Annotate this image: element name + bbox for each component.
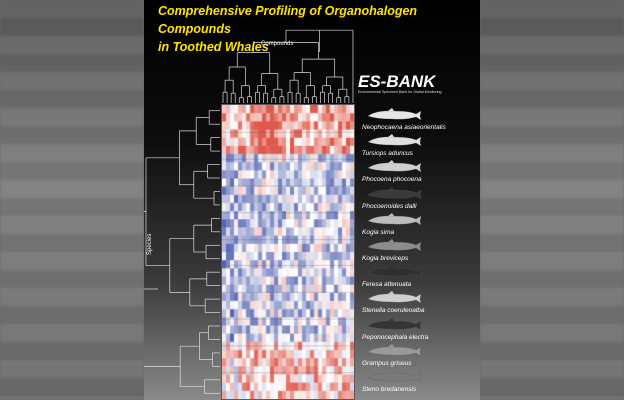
whale-icon [367, 186, 422, 199]
whale-icon [367, 343, 422, 357]
whale-icon [367, 369, 422, 383]
heatmap [221, 104, 355, 400]
species-name: Steno bredanensis [362, 385, 417, 393]
species-name: Kogia sima [362, 228, 395, 236]
title-line-2: in Toothed Whales [158, 40, 269, 54]
species-item: Kogia breviceps [354, 238, 474, 265]
species-item: Tursiops aduncus [354, 134, 474, 160]
species-name: Phocoenoides dalli [362, 202, 417, 210]
species-item: Steno bredanensis [354, 369, 474, 396]
dendrograms [144, 29, 354, 394]
species-name: Phocoena phocoena [362, 176, 422, 184]
compound-dendrogram [222, 29, 354, 103]
title-line-1: Comprehensive Profiling of Organohalogen… [158, 4, 418, 36]
whale-icon [367, 108, 422, 121]
species-item: Phocoenoides dalli [354, 186, 474, 213]
blurred-background-right [480, 0, 624, 400]
compounds-axis-label: Compounds [261, 41, 294, 47]
species-item: Neophocaena asiaeorientalis [354, 108, 474, 134]
species-item: Kogia sima [354, 212, 474, 239]
species-item: Peponocephala electra [354, 317, 474, 344]
species-item: Stenella coeruleoalba [354, 291, 474, 317]
whale-icon [367, 317, 422, 330]
whale-icon [367, 134, 422, 147]
species-name: Kogia breviceps [362, 254, 409, 262]
blurred-background-left [0, 0, 144, 400]
whale-icon [367, 291, 422, 304]
whale-icon [367, 265, 422, 278]
poster-title: Comprehensive Profiling of Organohalogen… [158, 2, 478, 56]
species-name: Tursiops aduncus [362, 150, 413, 158]
whale-icon [367, 212, 422, 226]
es-bank-logo: ES-BANK Environmental Specimen Bank for … [358, 72, 442, 94]
species-name: Neophocaena asiaeorientalis [362, 124, 446, 131]
species-dendrogram [144, 110, 220, 394]
whale-icon [367, 160, 422, 173]
species-item: Feresa attenuata [354, 265, 474, 291]
species-item: Phocoena phocoena [354, 160, 474, 186]
species-name: Peponocephala electra [362, 333, 429, 341]
whale-icon [367, 238, 422, 252]
logo-mark: ES-BANK [358, 72, 436, 91]
species-list: Neophocaena asiaeorientalis Tursiops adun… [354, 108, 474, 396]
species-name: Stenella coeruleoalba [362, 307, 425, 315]
logo-subtitle: Environmental Specimen Bank for Global M… [358, 90, 442, 94]
species-name: Feresa attenuata [362, 281, 412, 289]
species-item: Grampus griseus [354, 343, 474, 370]
poster: Comprehensive Profiling of Organohalogen… [144, 0, 480, 400]
species-name: Grampus griseus [362, 359, 412, 367]
